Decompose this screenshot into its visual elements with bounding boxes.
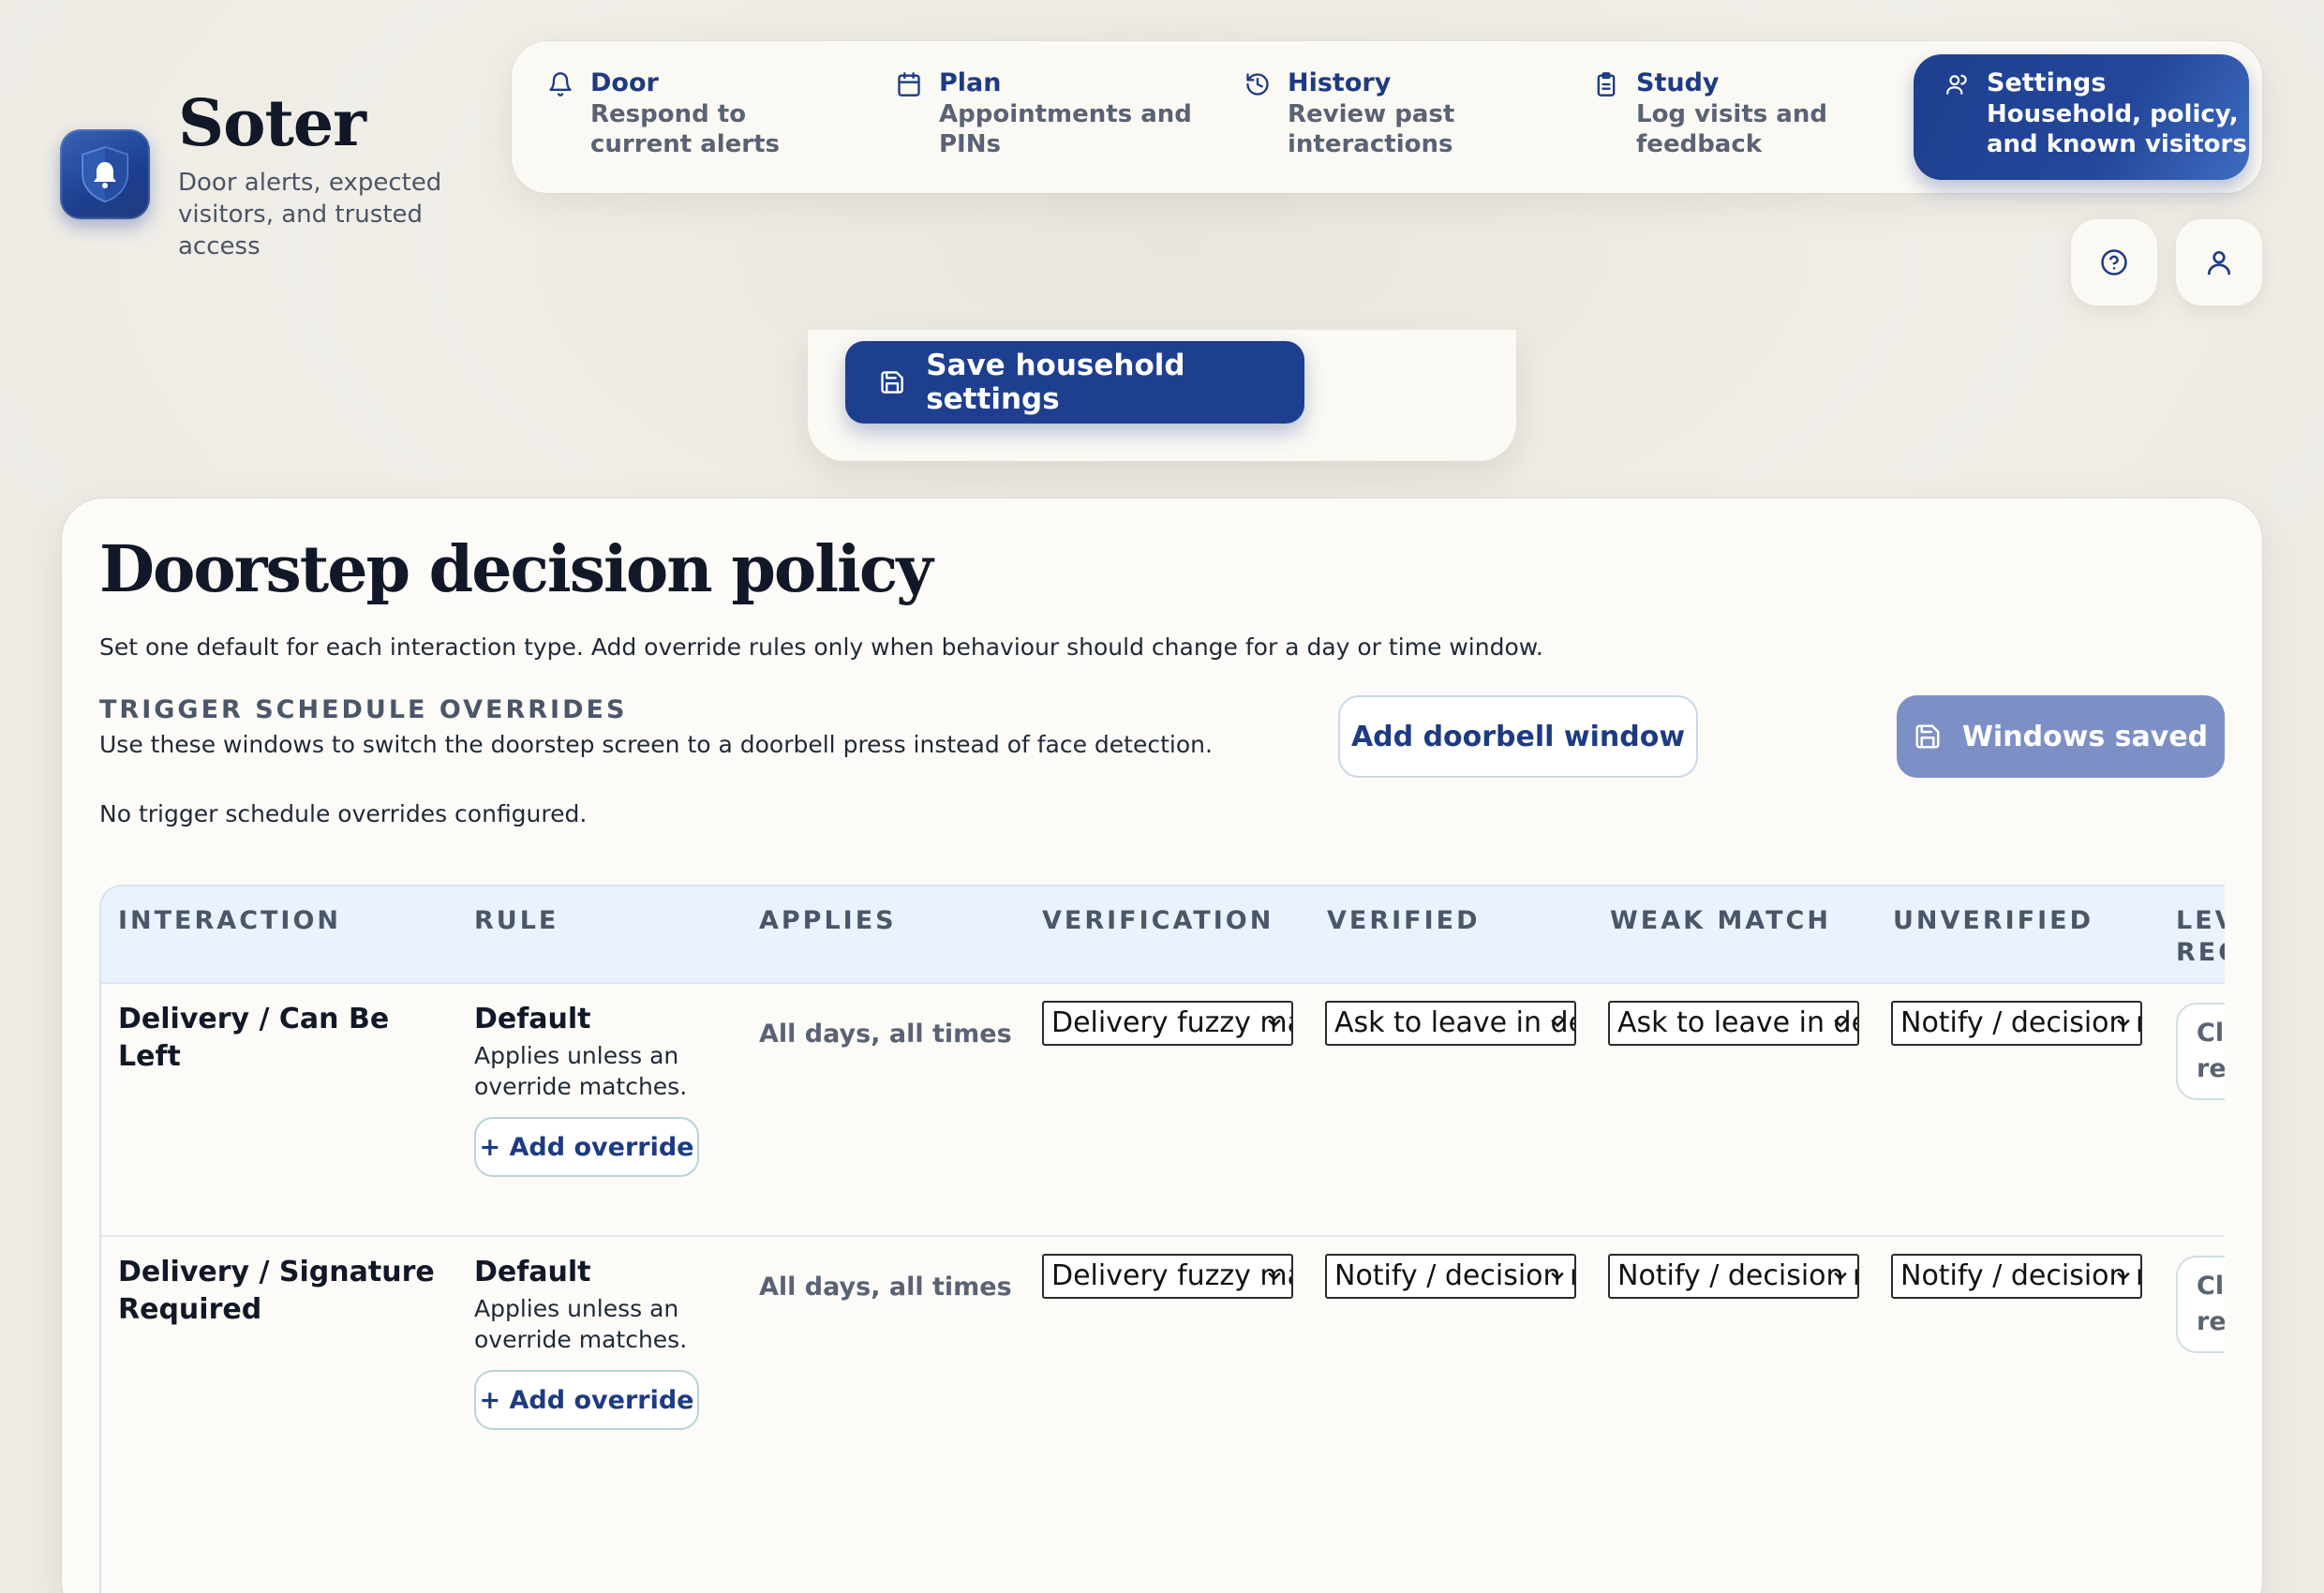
chevron-down-icon	[2117, 1019, 2130, 1028]
save-household-label: Save household settings	[926, 349, 1185, 416]
policy-table: INTERACTION RULE APPLIES VERIFICATION VE…	[99, 885, 2225, 1593]
verification-select[interactable]: Delivery fuzzy match	[1042, 1001, 1293, 1046]
help-button[interactable]	[2071, 219, 2157, 305]
rule-name: Default	[474, 1256, 591, 1288]
select-value: Notify / decision required	[1900, 1259, 2140, 1292]
column-header: INTERACTION	[118, 906, 342, 935]
select-value: Ask to leave in designated area	[1617, 1006, 1857, 1039]
save-card: Save household settings	[808, 330, 1516, 461]
verified-select[interactable]: Ask to leave in designated area	[1325, 1001, 1576, 1046]
chevron-down-icon	[1834, 1019, 1847, 1028]
windows-saved-label: Windows saved	[1961, 720, 2209, 753]
nav-plan-desc: Appointments and PINs	[939, 100, 1192, 158]
rule-cell: Default Applies unless an override match…	[474, 1254, 699, 1430]
column-header: VERIFICATION	[1042, 906, 1274, 935]
unverified-select[interactable]: Notify / decision required	[1891, 1254, 2142, 1299]
nav-door-title: Door	[590, 68, 659, 97]
history-icon	[1246, 73, 1269, 96]
level-required-chip[interactable]: Cl re	[2176, 1003, 2225, 1100]
bell-shield-icon	[60, 129, 150, 219]
table-header: INTERACTION RULE APPLIES VERIFICATION VE…	[101, 886, 2225, 984]
rule-note: Applies unless an override matches.	[474, 1295, 688, 1353]
nav-history[interactable]: History Review past interactions	[1244, 67, 1494, 159]
nav-history-desc: Review past interactions	[1288, 100, 1455, 158]
column-header: WEAK MATCH	[1610, 906, 1831, 935]
save-icon	[1915, 724, 1940, 749]
applies-text: All days, all times	[759, 1020, 1012, 1049]
unverified-select[interactable]: Notify / decision required	[1891, 1001, 2142, 1046]
table-row: Delivery / Signature Required Default Ap…	[101, 1237, 2225, 1593]
nav-plan-title: Plan	[939, 68, 1002, 97]
nav-door[interactable]: Door Respond to current alerts	[547, 67, 853, 159]
interaction-name: Delivery / Signature Required	[118, 1256, 435, 1326]
save-icon	[881, 371, 903, 394]
select-value: Ask to leave in designated area	[1334, 1006, 1574, 1039]
clipboard-icon	[1597, 72, 1616, 97]
select-value: Notify / decision required	[1334, 1259, 1574, 1292]
applies-text: All days, all times	[759, 1273, 1012, 1302]
calendar-icon	[898, 72, 920, 97]
weak-match-select[interactable]: Ask to leave in designated area	[1608, 1001, 1859, 1046]
nav-door-desc: Respond to current alerts	[590, 100, 781, 158]
nav-settings[interactable]: Settings Household, policy, and known vi…	[1914, 54, 2249, 180]
add-override-button[interactable]: + Add override	[474, 1370, 699, 1430]
chevron-down-icon	[2117, 1272, 2130, 1281]
column-header: UNVERIFIED	[1893, 906, 2094, 935]
policy-panel: Doorstep decision policy Set one default…	[62, 499, 2262, 1593]
select-value: Delivery fuzzy match	[1051, 1259, 1291, 1292]
app-title: Soter	[178, 86, 366, 161]
nav-study-title: Study	[1636, 68, 1720, 97]
add-doorbell-window-button[interactable]: Add doorbell window	[1338, 695, 1698, 778]
user-icon	[2208, 251, 2230, 275]
trigger-empty-message: No trigger schedule overrides configured…	[99, 800, 588, 827]
chevron-down-icon	[1551, 1019, 1564, 1028]
nav-study-desc: Log visits and feedback	[1636, 100, 1827, 158]
column-header: VERIFIED	[1327, 906, 1481, 935]
app-subtitle: Door alerts, expected visitors, and trus…	[178, 169, 442, 261]
chevron-down-icon	[1834, 1272, 1847, 1281]
column-header: RULE	[474, 906, 559, 935]
weak-match-select[interactable]: Notify / decision required	[1608, 1254, 1859, 1299]
main-nav: Door Respond to current alerts Plan Appo…	[512, 41, 2262, 193]
nav-plan[interactable]: Plan Appointments and PINs	[896, 67, 1192, 159]
rule-note: Applies unless an override matches.	[474, 1042, 688, 1100]
brand: Soter Door alerts, expected visitors, an…	[60, 86, 459, 262]
rule-name: Default	[474, 1003, 591, 1035]
table-row: Delivery / Can Be Left Default Applies u…	[101, 984, 2225, 1237]
save-household-button[interactable]: Save household settings	[845, 341, 1304, 424]
verified-select[interactable]: Notify / decision required	[1325, 1254, 1576, 1299]
policy-description: Set one default for each interaction typ…	[99, 633, 1543, 661]
level-required-chip[interactable]: Cl re	[2176, 1256, 2225, 1353]
trigger-section-description: Use these windows to switch the doorstep…	[99, 731, 1213, 758]
nav-study[interactable]: Study Log visits and feedback	[1593, 67, 1852, 159]
policy-title: Doorstep decision policy	[99, 532, 933, 607]
column-header: LEVEL REQ	[2176, 906, 2225, 967]
chevron-down-icon	[1551, 1272, 1564, 1281]
interaction-name: Delivery / Can Be Left	[118, 1003, 390, 1073]
chevron-down-icon	[1268, 1019, 1281, 1028]
select-value: Delivery fuzzy match	[1051, 1006, 1291, 1039]
nav-settings-desc: Household, policy, and known visitors	[1987, 100, 2247, 158]
nav-history-title: History	[1288, 68, 1392, 97]
bell-icon	[549, 72, 572, 97]
chevron-down-icon	[1268, 1272, 1281, 1281]
column-header: APPLIES	[759, 906, 897, 935]
rule-cell: Default Applies unless an override match…	[474, 1001, 699, 1177]
verification-select[interactable]: Delivery fuzzy match	[1042, 1254, 1293, 1299]
add-override-button[interactable]: + Add override	[474, 1117, 699, 1177]
users-icon	[1946, 74, 1967, 95]
select-value: Notify / decision required	[1617, 1259, 1857, 1292]
trigger-section-title: TRIGGER SCHEDULE OVERRIDES	[99, 695, 628, 724]
help-icon	[2101, 249, 2127, 275]
nav-settings-title: Settings	[1987, 68, 2107, 97]
select-value: Notify / decision required	[1900, 1006, 2140, 1039]
windows-saved-button[interactable]: Windows saved	[1897, 695, 2225, 778]
profile-button[interactable]	[2176, 219, 2262, 305]
